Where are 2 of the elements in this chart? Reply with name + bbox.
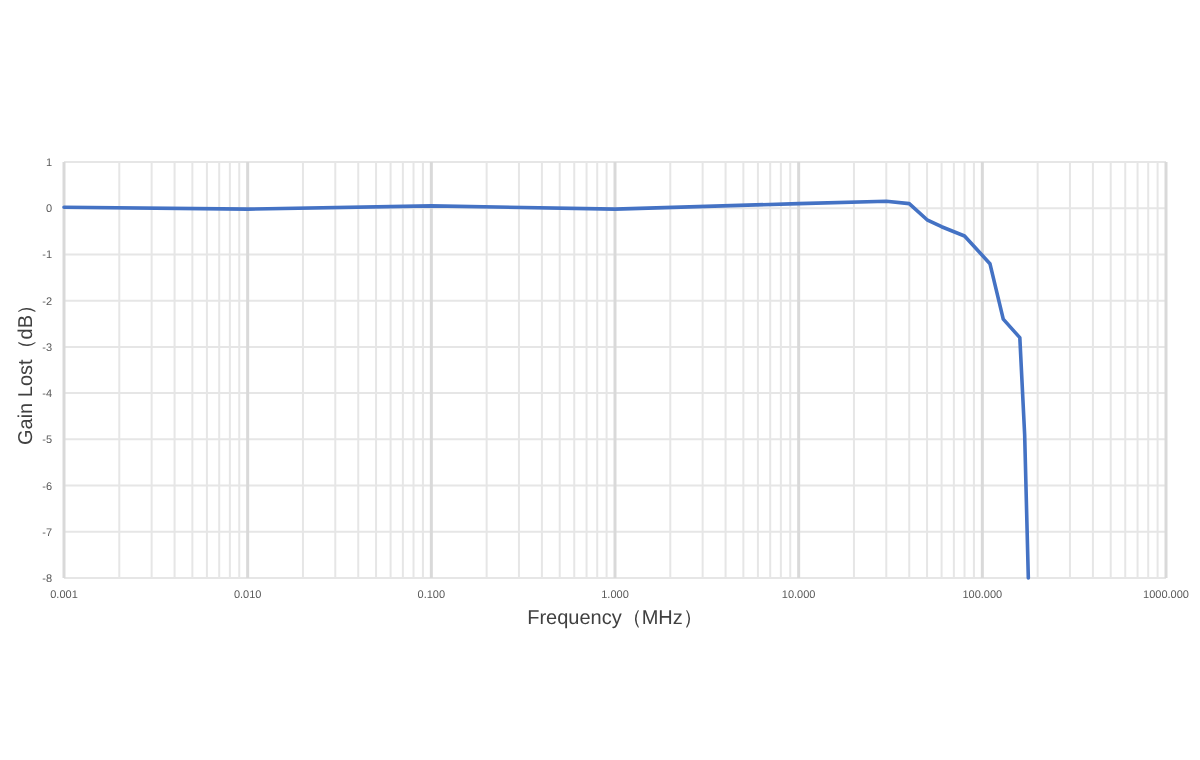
x-axis-title: Frequency（MHz） bbox=[527, 608, 703, 630]
y-axis-title: Gain Lost（dB） bbox=[16, 294, 38, 446]
